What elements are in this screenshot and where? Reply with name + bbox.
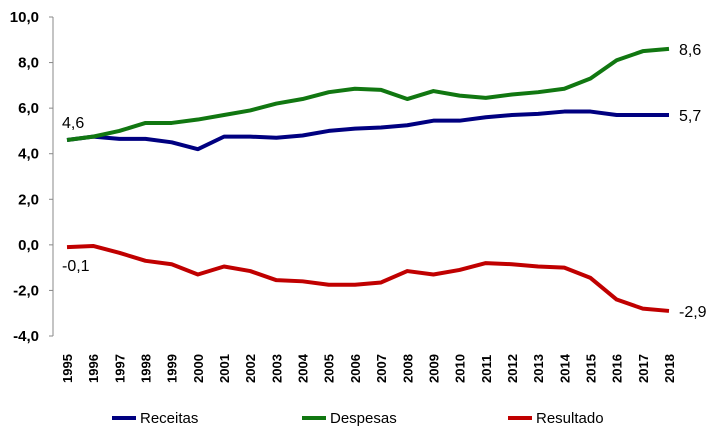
x-tick-label: 2003 xyxy=(269,354,284,383)
x-tick-label: 1998 xyxy=(139,354,154,383)
x-tick-label: 2013 xyxy=(531,354,546,383)
x-tick-label: 2014 xyxy=(557,353,572,383)
x-tick-label: 2002 xyxy=(243,354,258,383)
data-label: 8,6 xyxy=(679,42,701,59)
x-tick-label: 2009 xyxy=(426,354,441,383)
x-tick-label: 2017 xyxy=(636,354,651,383)
y-tick-label: 2,0 xyxy=(18,191,39,208)
series-line-resultado xyxy=(66,243,670,313)
legend-label: Receitas xyxy=(140,410,198,427)
x-tick-label: 1996 xyxy=(86,354,101,383)
x-tick-label: 2007 xyxy=(374,354,389,383)
x-tick-label: 2016 xyxy=(610,354,625,383)
y-tick-label: 0,0 xyxy=(18,237,39,254)
x-tick-label: 2015 xyxy=(583,354,598,383)
x-tick-label: 1999 xyxy=(165,354,180,383)
y-tick-label: 8,0 xyxy=(18,55,39,72)
x-tick-label: 2011 xyxy=(479,355,494,383)
x-tick-label: 1995 xyxy=(60,354,75,383)
x-tick-label: 2001 xyxy=(217,354,232,383)
legend-label: Despesas xyxy=(330,410,397,427)
x-tick-label: 2010 xyxy=(453,354,468,383)
y-tick-label: -2,0 xyxy=(13,282,39,299)
x-tick-label: 2004 xyxy=(296,353,311,383)
x-tick-label: 1997 xyxy=(112,354,127,383)
y-tick-label: 10,0 xyxy=(10,9,39,26)
x-tick-label: 2008 xyxy=(400,354,415,383)
data-label: 4,6 xyxy=(62,115,84,132)
x-tick-label: 2006 xyxy=(348,354,363,383)
series-line-despesas xyxy=(66,46,670,143)
x-tick-label: 2000 xyxy=(191,354,206,383)
legend-label: Resultado xyxy=(536,410,604,427)
data-label: -2,9 xyxy=(679,304,707,321)
y-tick-label: -4,0 xyxy=(13,328,39,345)
data-label: -0,1 xyxy=(62,258,90,275)
y-tick-label: 4,0 xyxy=(18,146,39,163)
x-tick-label: 2018 xyxy=(662,354,677,383)
x-tick-label: 2005 xyxy=(322,354,337,383)
data-label: 5,7 xyxy=(679,108,701,125)
series-line-receitas xyxy=(66,109,669,152)
x-tick-label: 2012 xyxy=(505,354,520,383)
y-tick-label: 6,0 xyxy=(18,100,39,117)
